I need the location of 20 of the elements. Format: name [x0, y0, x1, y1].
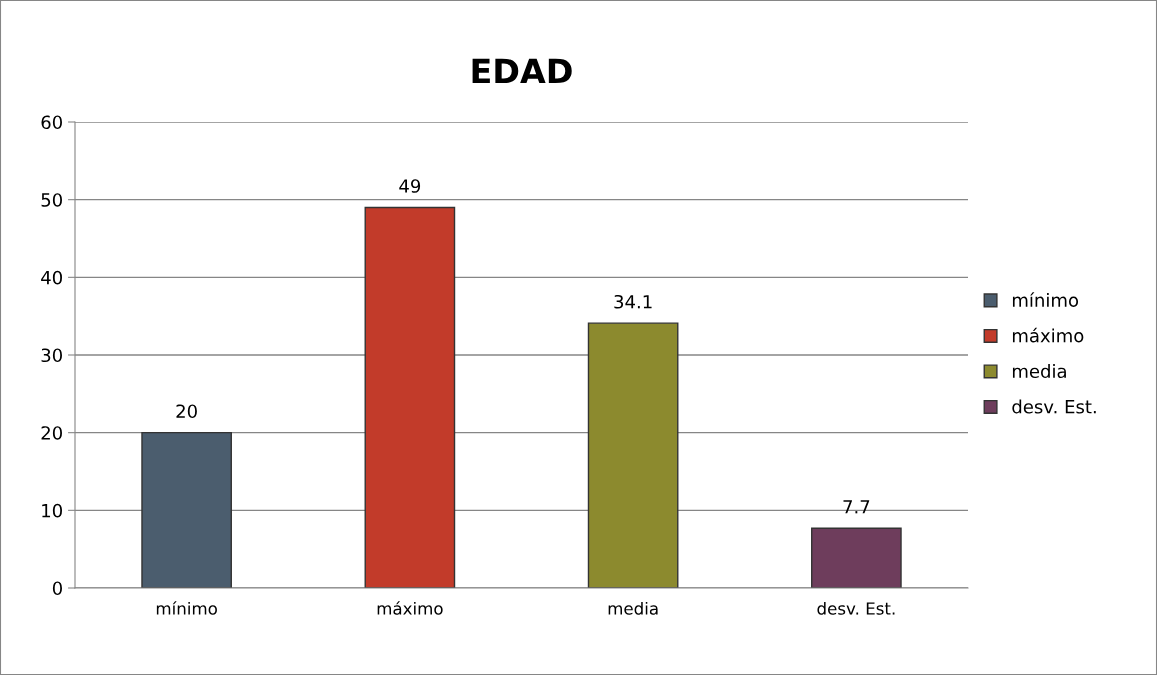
legend-label: máximo — [1012, 327, 1084, 343]
y-tick-label: 60 — [41, 115, 62, 130]
data-label: 20 — [176, 404, 197, 419]
y-tick-label: 0 — [52, 581, 62, 596]
chart-title: EDAD — [472, 58, 572, 84]
y-tick-label: 50 — [41, 193, 62, 207]
data-label: 49 — [399, 179, 421, 193]
x-tick-label: media — [608, 601, 658, 615]
legend-label: desv. Est. — [1012, 399, 1096, 414]
x-tick-label: mínimo — [156, 601, 217, 615]
legend-label: media — [1012, 364, 1066, 378]
data-label: 7.7 — [843, 500, 870, 514]
y-tick-label: 30 — [41, 348, 62, 363]
legend-label: mínimo — [1012, 292, 1079, 307]
x-tick-label: máximo — [377, 601, 443, 615]
x-tick-label: desv. Est. — [817, 601, 895, 615]
y-tick-label: 40 — [41, 270, 62, 285]
data-label: 34.1 — [614, 294, 652, 309]
y-tick-label: 20 — [41, 426, 62, 440]
y-tick-label: 10 — [42, 503, 62, 518]
